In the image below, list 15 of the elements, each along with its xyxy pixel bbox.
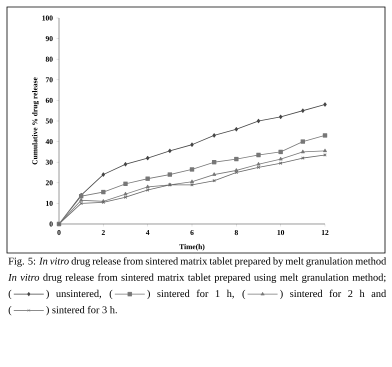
text: Fig. 5: In vitro drug release from sintered matrix tablet prepared by melt granulation method [8,257,386,267]
text: ( [8,290,12,300]
text: ) [147,290,150,300]
text: ( [8,306,12,316]
legend-label: sintered for 3 h. [52,306,117,314]
legend-label: sintered for 2 h [290,290,365,298]
text: ) [46,290,49,300]
text: ) [46,306,49,316]
text: In vitro drug release from sintered matrix tablet prepared using melt granulation method; [8,273,386,283]
text: ( [242,290,246,300]
legend-label: sintered for 1 h, [157,290,234,299]
text: ( [110,290,112,300]
text: and [372,290,386,298]
text: ) [280,290,283,300]
legend-label: unsintered, [56,290,102,299]
